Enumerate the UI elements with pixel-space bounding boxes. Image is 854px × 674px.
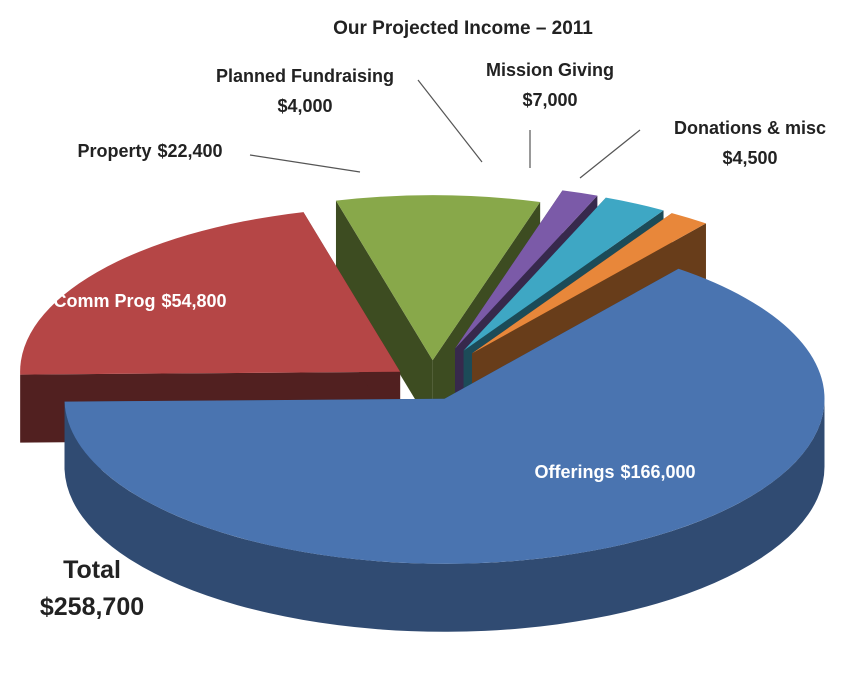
data-label: Mission Giving $7,000: [486, 60, 614, 110]
category-label: Offerings: [534, 462, 614, 482]
value-label: $4,500: [722, 148, 777, 168]
data-label: Property $22,400: [77, 141, 222, 161]
slice-top: [455, 190, 598, 349]
value-label: $7,000: [522, 90, 577, 110]
chart-title: Our Projected Income – 2011: [333, 18, 593, 39]
data-label: Donations & misc $4,500: [674, 118, 826, 168]
value-label: $54,800: [161, 291, 226, 311]
category-label: Mission Giving: [486, 60, 614, 80]
slice-wall: [335, 200, 433, 429]
leader-line: [417, 79, 483, 163]
value-label: $22,400: [157, 141, 222, 161]
slice-top: [20, 212, 401, 375]
leader-line: [579, 129, 641, 179]
slice-top: [335, 195, 541, 361]
category-label: Property: [77, 141, 151, 161]
data-label: Planned Fundraising $4,000: [216, 66, 394, 116]
slice-top: [463, 197, 664, 351]
slice-top: [472, 213, 706, 354]
slice: [64, 268, 825, 632]
slice-side: [64, 398, 825, 632]
value-label: $4,000: [277, 96, 332, 116]
leader-line: [249, 154, 361, 173]
category-label: Comm Prog: [53, 291, 155, 311]
category-label: Planned Fundraising: [216, 66, 394, 86]
data-label: Comm Prog $54,800: [53, 291, 226, 311]
total-label: Total: [63, 556, 121, 584]
total-value: $258,700: [40, 593, 144, 621]
category-label: Donations & misc: [674, 118, 826, 138]
data-label: Offerings $166,000: [534, 462, 695, 482]
value-label: $166,000: [620, 462, 695, 482]
slice-top: [64, 268, 825, 564]
